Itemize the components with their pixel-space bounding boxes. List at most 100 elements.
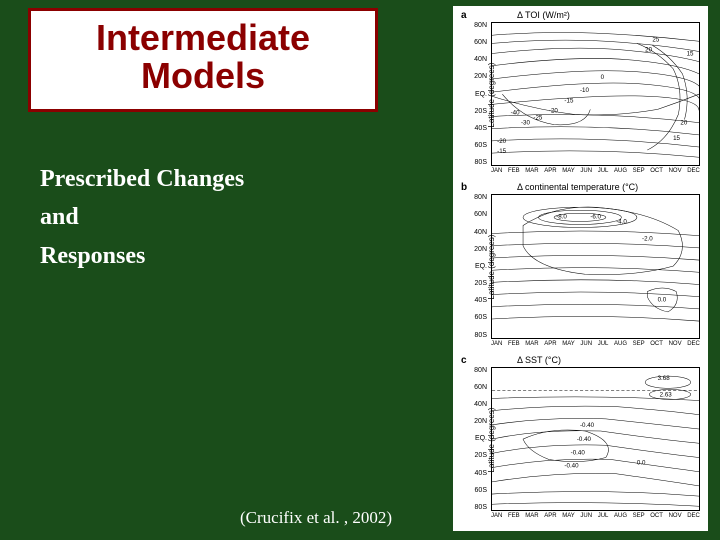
xtick: MAR — [525, 341, 538, 353]
xtick: SEP — [633, 341, 645, 353]
svg-text:-20: -20 — [497, 138, 507, 145]
title-line-1: Intermediate — [43, 19, 363, 57]
xticks-a: JAN FEB MAR APR MAY JUN JUL AUG SEP OCT … — [491, 168, 700, 180]
xtick: JUN — [580, 168, 592, 180]
plot-frame-a: 25 20 15 0 -10 -15 -20 -25 -30 -40 -20 -… — [491, 22, 700, 166]
contour-plot-c: 3.68 2.63 -0.40 -0.40 -0.40 -0.40 0.0 — [492, 368, 699, 510]
title-line-2: Models — [43, 57, 363, 95]
svg-text:0.0: 0.0 — [658, 297, 667, 304]
plot-frame-c: 3.68 2.63 -0.40 -0.40 -0.40 -0.40 0.0 — [491, 367, 700, 511]
ytick: 20S — [457, 108, 487, 115]
ytick: 80S — [457, 504, 487, 511]
ytick: 80N — [457, 194, 487, 201]
ytick: 60S — [457, 314, 487, 321]
xticks-b: JAN FEB MAR APR MAY JUN JUL AUG SEP OCT … — [491, 341, 700, 353]
plots-column: a Δ TOI (W/m²) Latitude (degrees) 80N 60… — [453, 6, 708, 531]
svg-text:-40: -40 — [511, 110, 521, 117]
ytick: 80N — [457, 367, 487, 374]
ytick: 40N — [457, 401, 487, 408]
svg-text:3.68: 3.68 — [658, 375, 671, 382]
contour-plot-a: 25 20 15 0 -10 -15 -20 -25 -30 -40 -20 -… — [492, 23, 699, 165]
xtick: AUG — [614, 168, 627, 180]
xtick: MAR — [525, 513, 538, 525]
xtick: JUL — [598, 341, 609, 353]
svg-text:-8.0: -8.0 — [556, 214, 567, 221]
xtick: JAN — [491, 513, 502, 525]
svg-text:25: 25 — [652, 36, 659, 43]
svg-text:-15: -15 — [497, 148, 507, 155]
ytick: EQ. — [457, 435, 487, 442]
yticks-c: 80N 60N 40N 20N EQ. 20S 40S 60S 80S — [457, 367, 489, 511]
svg-text:2.63: 2.63 — [660, 391, 673, 398]
svg-text:-0.40: -0.40 — [564, 462, 579, 469]
ytick: 60N — [457, 211, 487, 218]
svg-text:-15: -15 — [564, 97, 574, 104]
xtick: DEC — [687, 341, 700, 353]
ytick: 60N — [457, 39, 487, 46]
panel-id-a: a — [461, 10, 467, 21]
panel-title-c: Δ SST (°C) — [517, 355, 561, 365]
ytick: 20N — [457, 418, 487, 425]
ytick: 80S — [457, 159, 487, 166]
plot-panel-a: a Δ TOI (W/m²) Latitude (degrees) 80N 60… — [457, 10, 704, 180]
xtick: OCT — [650, 168, 663, 180]
ytick: 20N — [457, 246, 487, 253]
svg-text:-4.0: -4.0 — [616, 219, 627, 226]
yticks-a: 80N 60N 40N 20N EQ. 20S 40S 60S 80S — [457, 22, 489, 166]
panel-id-b: b — [461, 182, 467, 193]
panel-title-b: Δ continental temperature (°C) — [517, 182, 638, 192]
svg-text:-10: -10 — [580, 87, 590, 94]
ytick: EQ. — [457, 91, 487, 98]
xticks-c: JAN FEB MAR APR MAY JUN JUL AUG SEP OCT … — [491, 513, 700, 525]
ytick: 40N — [457, 229, 487, 236]
svg-text:-6.0: -6.0 — [590, 214, 601, 221]
ytick: 40S — [457, 125, 487, 132]
svg-text:20: 20 — [680, 120, 687, 127]
xtick: DEC — [687, 168, 700, 180]
ytick: 80S — [457, 332, 487, 339]
ytick: 40N — [457, 56, 487, 63]
svg-text:-25: -25 — [533, 115, 543, 122]
ytick: 20N — [457, 73, 487, 80]
xtick: MAY — [562, 168, 575, 180]
yticks-b: 80N 60N 40N 20N EQ. 20S 40S 60S 80S — [457, 194, 489, 338]
plot-panel-c: c Δ SST (°C) Latitude (degrees) 80N 60N … — [457, 355, 704, 525]
xtick: NOV — [669, 168, 682, 180]
svg-text:20: 20 — [645, 47, 652, 54]
xtick: JUN — [580, 341, 592, 353]
xtick: MAY — [562, 513, 575, 525]
svg-text:0: 0 — [601, 74, 605, 81]
citation: (Crucifix et al. , 2002) — [240, 508, 392, 528]
subtitle-line-2: and — [40, 198, 244, 236]
subtitle-line-3: Responses — [40, 237, 244, 275]
xtick: AUG — [614, 513, 627, 525]
title-box: Intermediate Models — [28, 8, 378, 112]
svg-text:-20: -20 — [549, 108, 559, 115]
xtick: MAR — [525, 168, 538, 180]
xtick: JAN — [491, 341, 502, 353]
ytick: 40S — [457, 470, 487, 477]
svg-text:15: 15 — [687, 51, 694, 58]
svg-text:-0.40: -0.40 — [577, 436, 592, 443]
xtick: APR — [544, 341, 556, 353]
ytick: 60S — [457, 142, 487, 149]
subtitle-block: Prescribed Changes and Responses — [40, 160, 244, 275]
ytick: 40S — [457, 297, 487, 304]
xtick: MAY — [562, 341, 575, 353]
xtick: SEP — [633, 513, 645, 525]
subtitle-line-1: Prescribed Changes — [40, 160, 244, 198]
xtick: OCT — [650, 513, 663, 525]
svg-text:-30: -30 — [521, 120, 531, 127]
xtick: JAN — [491, 168, 502, 180]
ytick: 20S — [457, 452, 487, 459]
ytick: 20S — [457, 280, 487, 287]
svg-text:15: 15 — [673, 135, 680, 142]
panel-title-a: Δ TOI (W/m²) — [517, 10, 570, 20]
xtick: DEC — [687, 513, 700, 525]
svg-text:-2.0: -2.0 — [642, 236, 653, 243]
xtick: OCT — [650, 341, 663, 353]
xtick: FEB — [508, 513, 520, 525]
xtick: NOV — [669, 341, 682, 353]
ytick: 60N — [457, 384, 487, 391]
xtick: APR — [544, 168, 556, 180]
